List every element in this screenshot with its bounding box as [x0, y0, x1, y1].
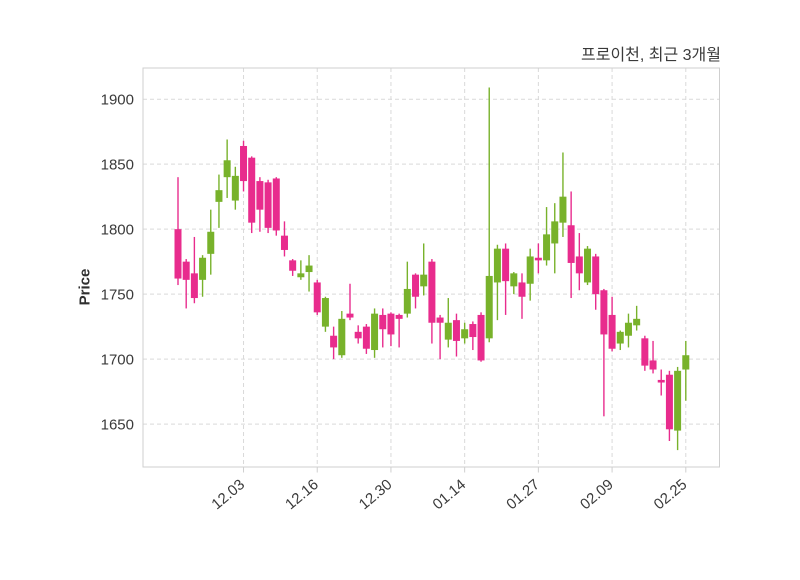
- candle-down: [641, 338, 649, 366]
- candle-up: [493, 248, 501, 283]
- candle-up: [199, 257, 207, 280]
- candle-up: [403, 288, 411, 314]
- candle-down: [174, 229, 182, 279]
- candle-down: [240, 145, 248, 182]
- candle-up: [321, 298, 329, 327]
- candle-up: [215, 190, 223, 202]
- candle-down: [346, 313, 354, 318]
- candle-down: [575, 256, 583, 274]
- y-tick-label: 1650: [101, 417, 134, 434]
- x-tick-label: 02.25: [651, 476, 691, 513]
- candle-down: [280, 235, 288, 250]
- candle-up: [223, 160, 231, 178]
- candle-down: [608, 314, 616, 349]
- candle-down: [272, 178, 280, 231]
- candle-up: [551, 221, 559, 244]
- candle-down: [190, 273, 198, 299]
- candle-down: [477, 314, 485, 361]
- candle-up: [633, 318, 641, 326]
- candle-down: [436, 317, 444, 323]
- y-tick-label: 1900: [101, 92, 134, 109]
- candle-up: [297, 273, 305, 278]
- x-tick-label: 02.09: [577, 476, 617, 513]
- candle-up: [510, 273, 518, 287]
- candle-up: [559, 196, 567, 223]
- candle-up: [207, 231, 215, 254]
- y-tick-label: 1800: [101, 222, 134, 239]
- candle-up: [526, 256, 534, 284]
- candle-down: [600, 290, 608, 335]
- candle-up: [231, 175, 239, 201]
- candle-up: [682, 355, 690, 370]
- candle-down: [567, 225, 575, 263]
- x-tick-label: 01.14: [430, 476, 470, 513]
- candle-down: [354, 331, 362, 339]
- candle-up: [624, 322, 632, 336]
- candle-down: [518, 282, 526, 297]
- candle-up: [444, 322, 452, 340]
- x-tick-label: 01.27: [503, 476, 543, 513]
- candle-down: [248, 157, 256, 223]
- candle-down: [289, 260, 297, 271]
- candle-down: [330, 335, 338, 348]
- candle-down: [412, 274, 420, 297]
- candle-down: [362, 326, 370, 349]
- candle-up: [461, 329, 469, 339]
- candle-up: [338, 318, 346, 356]
- candle-down: [452, 320, 460, 341]
- y-tick-label: 1850: [101, 157, 134, 174]
- candle-down: [256, 181, 264, 210]
- candle-down: [379, 314, 387, 330]
- x-tick-label: 12.30: [356, 476, 396, 513]
- candle-down: [665, 374, 673, 430]
- candle-down: [182, 261, 190, 280]
- candle-up: [371, 313, 379, 351]
- candle-up: [420, 274, 428, 287]
- candle-down: [387, 313, 395, 335]
- candle-down: [395, 314, 403, 319]
- candle-up: [543, 234, 551, 261]
- chart-title: 프로이천, 최근 3개월: [581, 47, 721, 64]
- y-axis-title: Price: [76, 268, 94, 306]
- candle-up: [674, 370, 682, 431]
- candle-down: [534, 257, 542, 261]
- candle-down: [502, 248, 510, 282]
- candle-down: [428, 261, 436, 323]
- candle-down: [649, 360, 657, 370]
- candle-down: [264, 182, 272, 228]
- x-tick-label: 12.03: [208, 476, 248, 513]
- candle-up: [485, 275, 493, 339]
- y-tick-label: 1700: [101, 352, 134, 369]
- candle-down: [469, 324, 477, 338]
- candle-up: [616, 331, 624, 344]
- candle-down: [313, 282, 321, 313]
- candle-down: [657, 379, 665, 383]
- y-tick-label: 1750: [101, 287, 134, 304]
- x-tick-label: 12.16: [282, 476, 322, 513]
- candle-up: [584, 248, 592, 283]
- candle-up: [305, 265, 313, 273]
- candle-down: [592, 256, 600, 295]
- plot-border: [142, 67, 720, 468]
